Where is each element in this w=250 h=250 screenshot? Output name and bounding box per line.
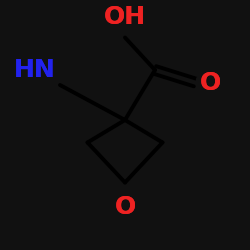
Circle shape — [21, 56, 49, 84]
Circle shape — [111, 194, 139, 221]
Text: O: O — [200, 70, 221, 94]
Text: O: O — [114, 196, 136, 220]
Circle shape — [111, 4, 139, 31]
Text: OH: OH — [104, 6, 146, 30]
Text: OH: OH — [104, 6, 146, 30]
Text: O: O — [114, 196, 136, 220]
Circle shape — [196, 69, 224, 96]
Text: O: O — [200, 70, 221, 94]
Text: HN: HN — [14, 58, 56, 82]
Text: HN: HN — [14, 58, 56, 82]
